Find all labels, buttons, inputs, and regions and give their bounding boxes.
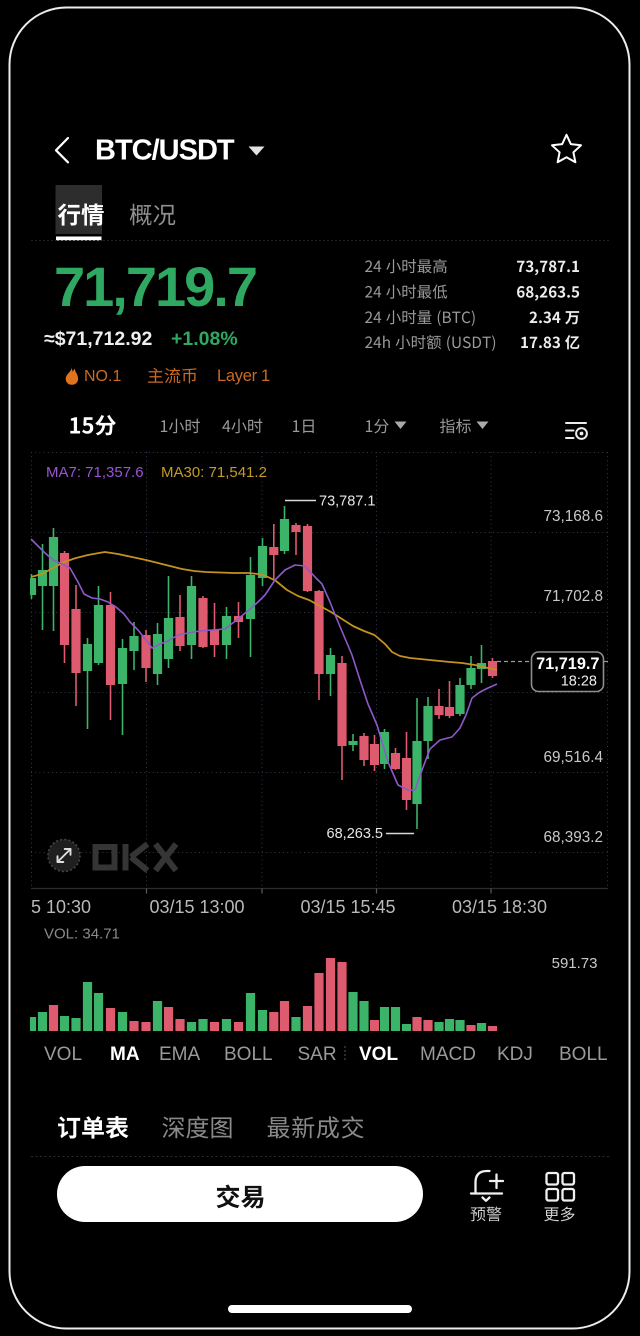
- svg-text:SAR: SAR: [298, 1044, 337, 1065]
- svg-text:BOLL: BOLL: [559, 1044, 608, 1065]
- svg-text:73,168.6: 73,168.6: [543, 508, 603, 525]
- svg-text:71,719.7: 71,719.7: [54, 255, 256, 318]
- svg-text:KDJ: KDJ: [497, 1044, 533, 1065]
- svg-text:73,787.1: 73,787.1: [319, 494, 375, 510]
- svg-text:Layer 1: Layer 1: [217, 367, 270, 385]
- svg-text:VOL: VOL: [44, 1044, 82, 1065]
- svg-text:18:28: 18:28: [561, 674, 597, 690]
- svg-text:68,263.5: 68,263.5: [327, 826, 383, 842]
- svg-text:591.73: 591.73: [552, 955, 598, 972]
- svg-text:BOLL: BOLL: [224, 1044, 273, 1065]
- svg-text:BTC/USDT: BTC/USDT: [95, 135, 235, 167]
- svg-text:69,516.4: 69,516.4: [543, 749, 603, 766]
- svg-text:MA: MA: [110, 1044, 140, 1065]
- svg-text:MA30: 71,541.2: MA30: 71,541.2: [161, 464, 267, 481]
- svg-text:MACD: MACD: [420, 1044, 476, 1065]
- svg-text:03/15 18:30: 03/15 18:30: [452, 897, 547, 917]
- svg-text:VOL: 34.71: VOL: 34.71: [44, 926, 120, 943]
- svg-text:71,719.7: 71,719.7: [536, 655, 599, 673]
- svg-text:≈$71,712.92: ≈$71,712.92: [44, 328, 152, 350]
- svg-text:03/15 15:45: 03/15 15:45: [300, 897, 395, 917]
- svg-text:VOL: VOL: [359, 1044, 398, 1065]
- svg-text:03/15 13:00: 03/15 13:00: [149, 897, 244, 917]
- svg-text:MA7: 71,357.6: MA7: 71,357.6: [46, 464, 144, 481]
- svg-text:EMA: EMA: [159, 1044, 201, 1065]
- svg-text:+1.08%: +1.08%: [171, 328, 238, 350]
- svg-text:71,702.8: 71,702.8: [543, 588, 603, 605]
- svg-text:5 10:30: 5 10:30: [31, 897, 91, 917]
- svg-text:68,393.2: 68,393.2: [543, 829, 603, 846]
- svg-text:NO.1: NO.1: [84, 368, 121, 385]
